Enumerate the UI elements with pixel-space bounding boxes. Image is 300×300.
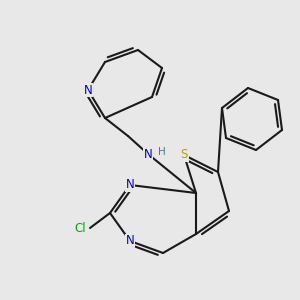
Text: H: H [158,147,166,157]
Text: Cl: Cl [74,221,86,235]
Text: S: S [180,148,188,161]
Text: N: N [126,235,134,248]
Text: N: N [144,148,152,160]
Text: N: N [126,178,134,191]
Text: N: N [84,83,92,97]
